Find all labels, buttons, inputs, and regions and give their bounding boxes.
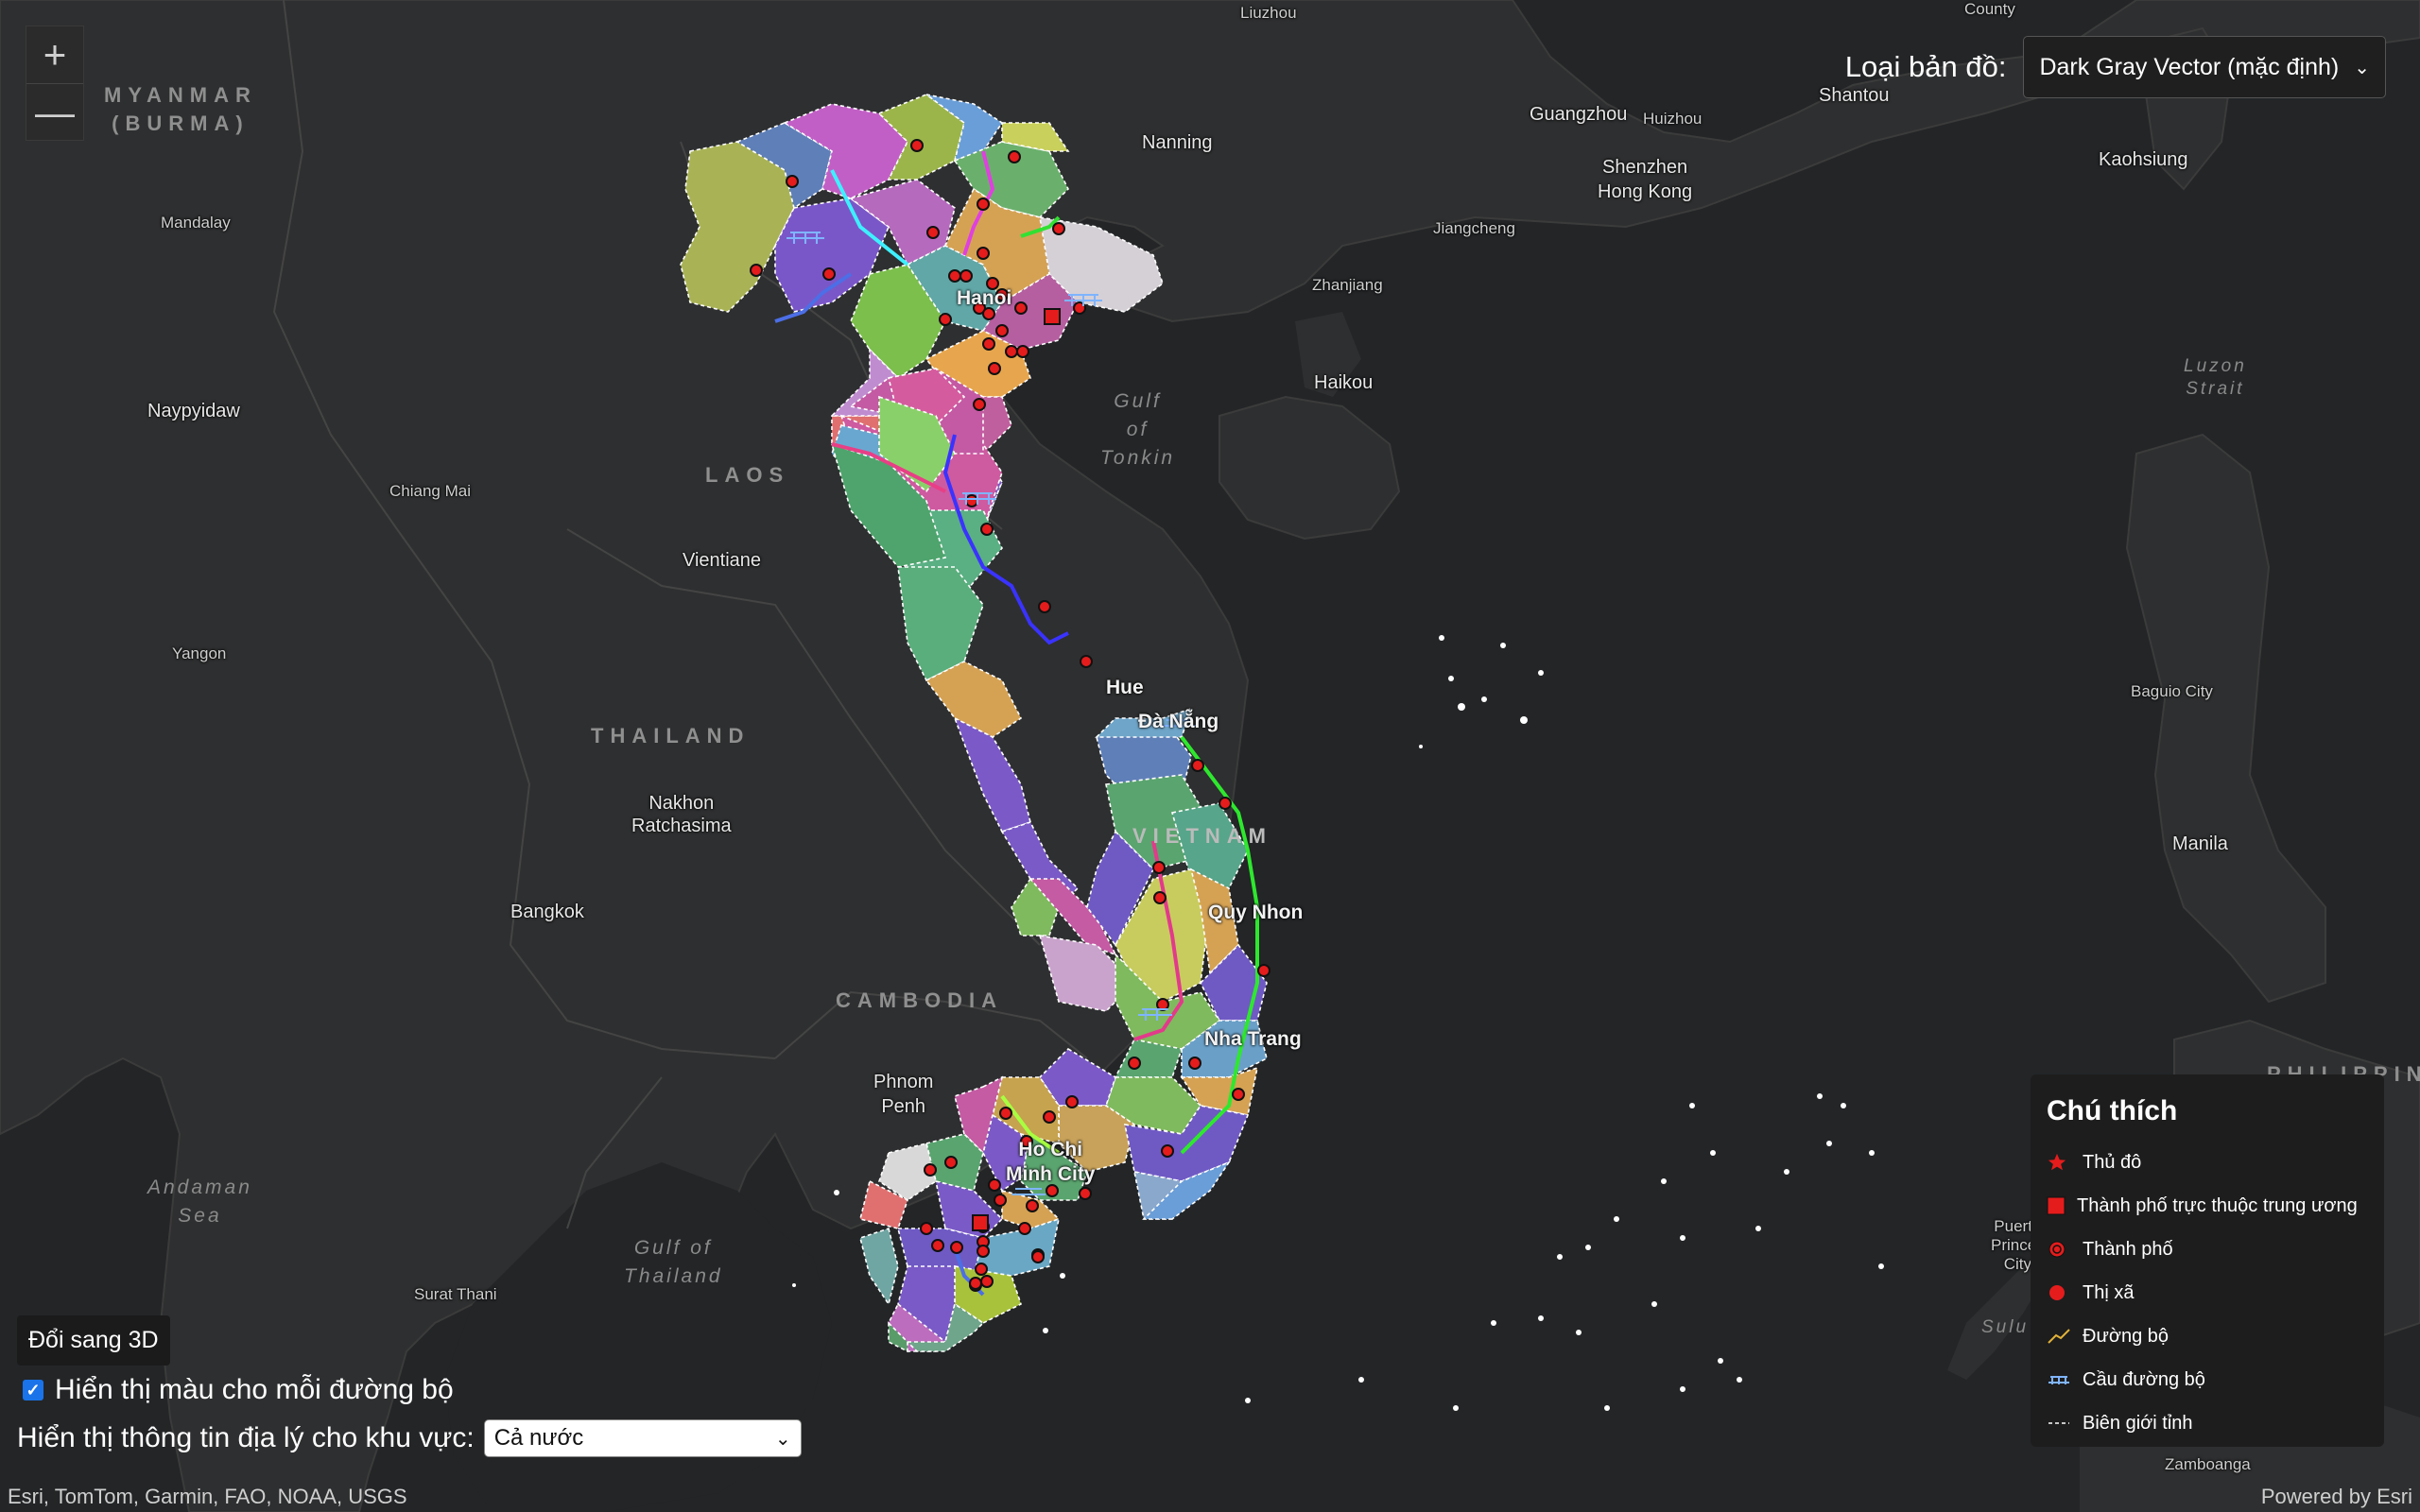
ring-icon bbox=[2047, 1239, 2083, 1260]
legend-item-label: Biên giới tỉnh bbox=[2083, 1412, 2193, 1434]
region-row: Hiển thị thông tin địa lý cho khu vực: C… bbox=[17, 1419, 802, 1457]
powered-by-link[interactable]: Powered by Esri bbox=[2260, 1485, 2412, 1508]
zoom-control: + — bbox=[26, 26, 84, 141]
label-haikou: Haikou bbox=[1314, 372, 1374, 393]
central-city-markers bbox=[972, 308, 1061, 1231]
label-shenzhen-hongkong: Shenzhen Hong Kong bbox=[1598, 157, 1693, 202]
label-huizhou: Huizhou bbox=[1643, 110, 1703, 128]
label-nakhon-ratchasima: Nakhon Ratchasima bbox=[631, 793, 732, 836]
label-ho-chi-minh-city: Ho Chi Minh City bbox=[1006, 1139, 1096, 1185]
legend-item-central-city: Thành phố trực thuộc trung ương bbox=[2047, 1184, 2384, 1228]
country-label-cambodia: CAMBODIA bbox=[836, 988, 1003, 1012]
legend-item-bridge: Cầu đường bộ bbox=[2047, 1358, 2384, 1401]
legend-item-province-border: Biên giới tỉnh bbox=[2047, 1401, 2384, 1445]
region-select[interactable]: Cả nước ⌄ bbox=[483, 1419, 802, 1457]
label-da-nang: Đà Nẵng bbox=[1138, 711, 1219, 732]
water-label-sulu: Sulu bbox=[1981, 1317, 2030, 1337]
label-zamboanga: Zamboanga bbox=[2165, 1455, 2251, 1473]
label-phnom-penh: Phnom Penh bbox=[873, 1072, 934, 1117]
label-hue: Hue bbox=[1106, 677, 1144, 698]
legend-item-road: Đường bộ bbox=[2047, 1314, 2384, 1358]
water-label-andaman: Andaman Sea bbox=[147, 1177, 252, 1227]
region-label: Hiển thị thông tin địa lý cho khu vực: bbox=[17, 1422, 475, 1453]
basemap-control: Loại bản đồ: Dark Gray Vector (mặc định)… bbox=[1845, 36, 2386, 98]
label-kaohsiung: Kaohsiung bbox=[2099, 149, 2188, 170]
legend-title: Chú thích bbox=[2047, 1095, 2178, 1126]
road-color-checkbox[interactable]: ✓ bbox=[23, 1380, 43, 1400]
label-baguio: Baguio City bbox=[2131, 682, 2213, 700]
toggle-3d-button[interactable]: Đổi sang 3D bbox=[17, 1315, 170, 1366]
country-label-vietnam: VIETNAM bbox=[1132, 824, 1272, 848]
legend-item-label: Thành phố bbox=[2083, 1238, 2173, 1260]
basemap-select[interactable]: Dark Gray Vector (mặc định) ⌄ bbox=[2023, 36, 2386, 98]
label-mandalay: Mandalay bbox=[161, 214, 231, 232]
water-label-luzon-strait: Luzon Strait bbox=[2184, 356, 2247, 399]
legend-item-label: Thủ đô bbox=[2083, 1151, 2142, 1173]
legend-item-capital: Thủ đô bbox=[2047, 1141, 2384, 1184]
label-yangon: Yangon bbox=[172, 644, 227, 662]
country-label-thailand: THAILAND bbox=[591, 724, 751, 747]
country-label-laos: LAOS bbox=[705, 463, 790, 487]
road-line-icon bbox=[2047, 1326, 2083, 1347]
label-guangzhou: Guangzhou bbox=[1530, 104, 1628, 125]
dot-icon bbox=[2047, 1282, 2083, 1303]
label-jiangcheng: Jiangcheng bbox=[1433, 219, 1515, 237]
vietnam-provinces bbox=[680, 94, 1268, 1353]
basemap-selected-value: Dark Gray Vector (mặc định) bbox=[2039, 53, 2340, 80]
chevron-down-icon: ⌄ bbox=[774, 1428, 791, 1450]
label-quy-nhon: Quy Nhon bbox=[1208, 902, 1304, 923]
country-label-myanmar: MYANMAR (BURMA) bbox=[104, 83, 257, 135]
label-liuzhou: Liuzhou bbox=[1240, 4, 1297, 22]
dashed-line-icon bbox=[2047, 1413, 2083, 1434]
road-color-row: ✓ Hiển thị màu cho mỗi đường bộ bbox=[23, 1374, 454, 1406]
city-markers bbox=[750, 139, 1270, 1292]
label-hanoi: Hanoi bbox=[957, 287, 1012, 309]
legend-item-city: Thành phố bbox=[2047, 1228, 2384, 1271]
chevron-down-icon: ⌄ bbox=[2354, 57, 2370, 78]
bridge-icon bbox=[2047, 1369, 2083, 1390]
label-county: County bbox=[1964, 0, 2015, 18]
basemap-label: Loại bản đồ: bbox=[1844, 50, 2007, 83]
zoom-out-button[interactable]: — bbox=[35, 90, 75, 134]
legend-panel: Chú thích Thủ đô Thành phố trực thuộc tr… bbox=[2031, 1074, 2384, 1447]
legend-item-label: Cầu đường bộ bbox=[2083, 1368, 2205, 1390]
bridge-markers bbox=[786, 232, 1197, 1195]
water-label-gulf-thailand: Gulf of Thailand bbox=[624, 1237, 723, 1287]
legend-item-label: Thị xã bbox=[2083, 1281, 2135, 1303]
legend-item-label: Đường bộ bbox=[2083, 1325, 2169, 1347]
label-zhanjiang: Zhanjiang bbox=[1312, 276, 1383, 294]
zoom-in-button[interactable]: + bbox=[26, 26, 83, 84]
label-nanning: Nanning bbox=[1142, 132, 1213, 153]
label-bangkok: Bangkok bbox=[510, 902, 584, 922]
label-vientiane: Vientiane bbox=[683, 550, 762, 571]
square-icon bbox=[2047, 1196, 2077, 1215]
hainan-island bbox=[1219, 395, 1401, 541]
label-surat-thani: Surat Thani bbox=[414, 1285, 497, 1303]
legend-item-label: Thành phố trực thuộc trung ương bbox=[2077, 1194, 2358, 1216]
label-chiang-mai: Chiang Mai bbox=[389, 482, 471, 500]
star-icon bbox=[2047, 1152, 2083, 1173]
attribution-sources: Esri, TomTom, Garmin, FAO, NOAA, USGS bbox=[8, 1485, 407, 1508]
label-shantou: Shantou bbox=[1819, 85, 1890, 106]
legend-item-town: Thị xã bbox=[2047, 1271, 2384, 1314]
region-selected-value: Cả nước bbox=[493, 1425, 584, 1451]
water-label-gulf-tonkin: Gulf of Tonkin bbox=[1100, 390, 1176, 469]
attribution-bar: Esri, TomTom, Garmin, FAO, NOAA, USGS Po… bbox=[0, 1482, 2420, 1512]
luzon-island bbox=[2125, 433, 2326, 1004]
road-color-label: Hiển thị màu cho mỗi đường bộ bbox=[55, 1374, 454, 1405]
label-manila: Manila bbox=[2172, 833, 2228, 854]
label-naypyidaw: Naypyidaw bbox=[147, 401, 240, 421]
label-nha-trang: Nha Trang bbox=[1204, 1028, 1302, 1050]
